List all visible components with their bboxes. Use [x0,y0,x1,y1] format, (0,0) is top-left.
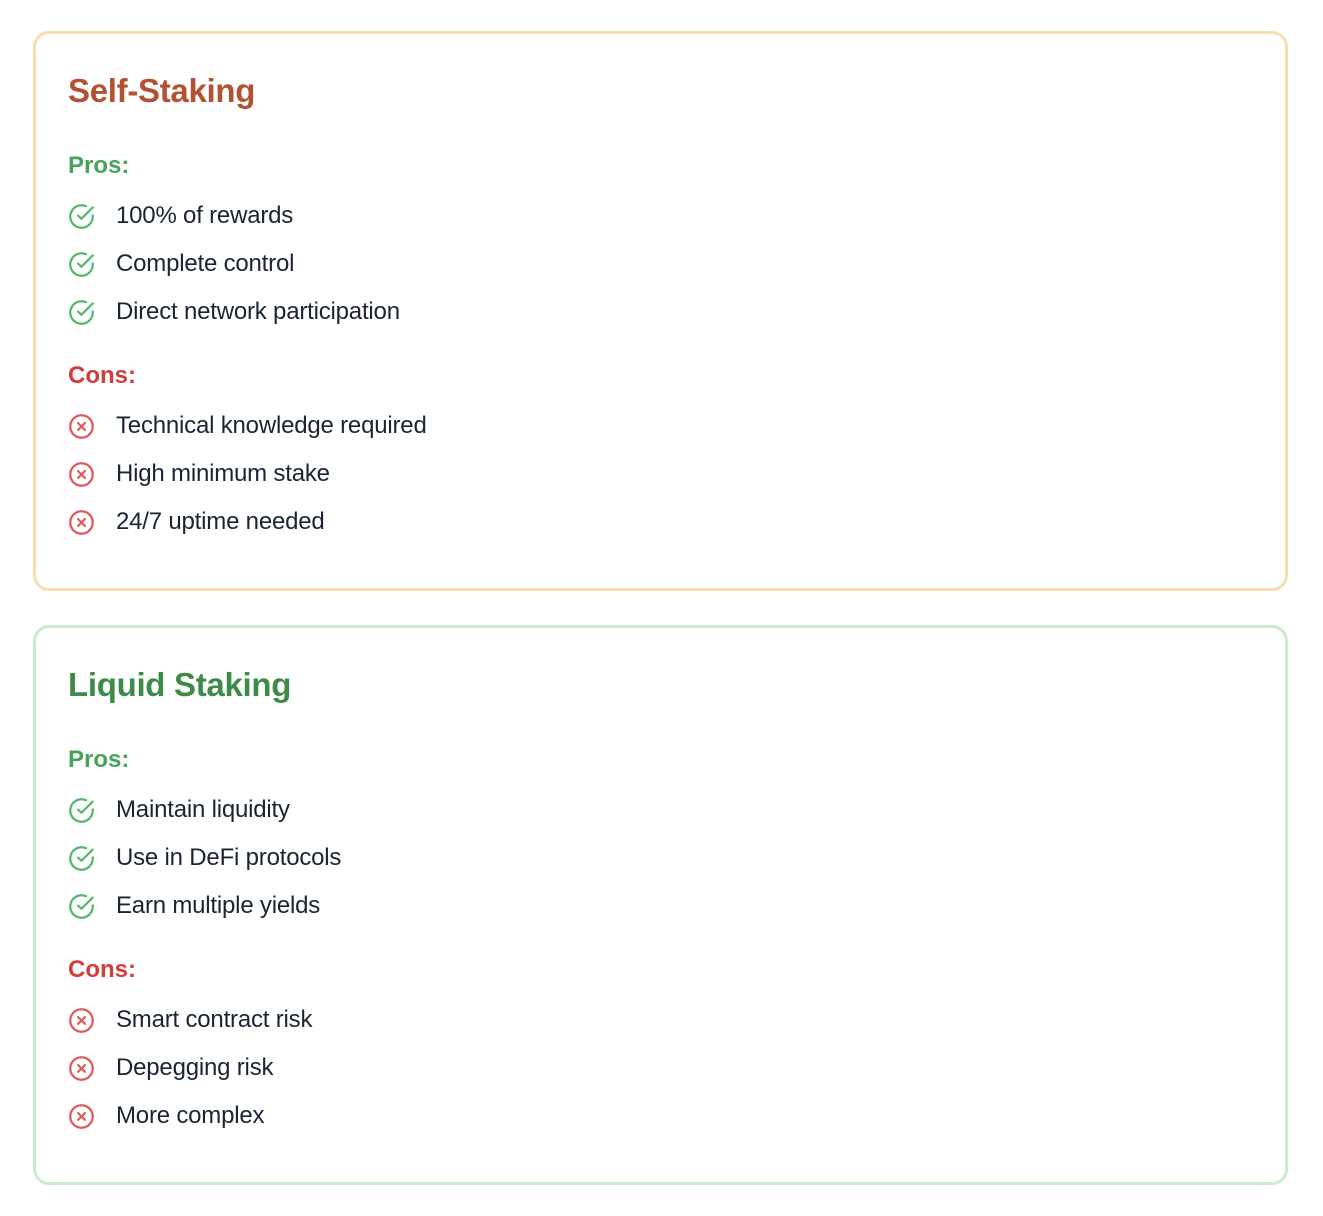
pro-item-text: Use in DeFi protocols [116,844,342,871]
check-circle-icon [68,797,95,824]
con-item-text: 24/7 uptime needed [116,508,325,535]
list-item: Maintain liquidity [68,786,1251,834]
pro-item-text: Maintain liquidity [116,796,290,823]
list-item: Complete control [68,240,1251,288]
pro-item-text: Complete control [116,250,295,277]
cons-label: Cons: [68,956,136,983]
liquid-staking-card: Liquid Staking Pros: Maintain liquidity … [33,625,1288,1185]
list-item: High minimum stake [68,450,1251,498]
list-item: More complex [68,1092,1251,1140]
x-circle-icon [68,1007,95,1034]
con-item-text: Depegging risk [116,1054,274,1081]
cons-label: Cons: [68,362,136,389]
pros-label: Pros: [68,746,130,773]
list-item: 24/7 uptime needed [68,498,1251,546]
pro-item-text: Direct network participation [116,298,400,325]
x-circle-icon [68,413,95,440]
check-circle-icon [68,893,95,920]
list-item: 100% of rewards [68,192,1251,240]
x-circle-icon [68,1055,95,1082]
pros-label: Pros: [68,152,130,179]
list-item: Technical knowledge required [68,402,1251,450]
list-item: Earn multiple yields [68,882,1251,930]
x-circle-icon [68,1103,95,1130]
list-item: Smart contract risk [68,996,1251,1044]
list-item: Use in DeFi protocols [68,834,1251,882]
cons-list: Technical knowledge required High minimu… [68,402,1251,546]
check-circle-icon [68,299,95,326]
liquid-staking-title: Liquid Staking [68,666,292,703]
con-item-text: More complex [116,1102,265,1129]
cons-list: Smart contract risk Depegging risk More … [68,996,1251,1140]
self-staking-title: Self-Staking [68,72,256,109]
con-item-text: Technical knowledge required [116,412,427,439]
check-circle-icon [68,203,95,230]
x-circle-icon [68,461,95,488]
pros-list: Maintain liquidity Use in DeFi protocols… [68,786,1251,930]
check-circle-icon [68,845,95,872]
pro-item-text: 100% of rewards [116,202,294,229]
self-staking-card: Self-Staking Pros: 100% of rewards Compl… [33,31,1288,591]
con-item-text: High minimum stake [116,460,330,487]
pro-item-text: Earn multiple yields [116,892,321,919]
list-item: Direct network participation [68,288,1251,336]
con-item-text: Smart contract risk [116,1006,313,1033]
list-item: Depegging risk [68,1044,1251,1092]
pros-list: 100% of rewards Complete control Direct … [68,192,1251,336]
check-circle-icon [68,251,95,278]
x-circle-icon [68,509,95,536]
